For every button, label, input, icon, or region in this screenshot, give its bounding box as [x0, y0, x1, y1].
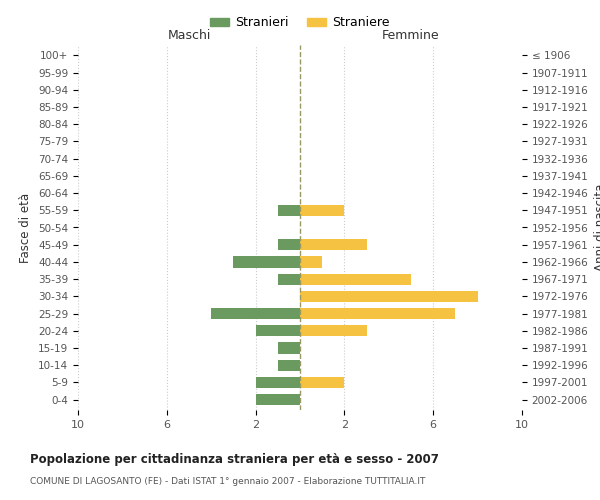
Text: Maschi: Maschi — [167, 30, 211, 43]
Text: Popolazione per cittadinanza straniera per età e sesso - 2007: Popolazione per cittadinanza straniera p… — [30, 452, 439, 466]
Bar — [300, 239, 367, 250]
Bar — [300, 377, 344, 388]
Bar — [300, 308, 455, 319]
Bar — [300, 291, 478, 302]
Legend: Stranieri, Straniere: Stranieri, Straniere — [205, 11, 395, 34]
Bar — [256, 377, 300, 388]
Bar — [300, 325, 367, 336]
Text: Femmine: Femmine — [382, 30, 440, 43]
Bar — [278, 274, 300, 284]
Bar — [211, 308, 300, 319]
Bar — [256, 394, 300, 406]
Bar — [233, 256, 300, 268]
Bar — [278, 360, 300, 371]
Bar — [300, 204, 344, 216]
Y-axis label: Anni di nascita: Anni di nascita — [594, 184, 600, 271]
Bar — [300, 256, 322, 268]
Y-axis label: Fasce di età: Fasce di età — [19, 192, 32, 262]
Bar — [300, 274, 411, 284]
Text: COMUNE DI LAGOSANTO (FE) - Dati ISTAT 1° gennaio 2007 - Elaborazione TUTTITALIA.: COMUNE DI LAGOSANTO (FE) - Dati ISTAT 1°… — [30, 478, 425, 486]
Bar — [278, 204, 300, 216]
Bar — [278, 239, 300, 250]
Bar — [256, 325, 300, 336]
Bar — [278, 342, 300, 353]
